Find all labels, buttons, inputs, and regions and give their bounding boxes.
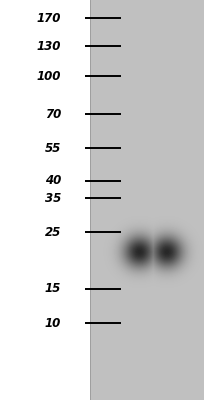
Text: 25: 25 [45,226,61,238]
Bar [0,0,90,400]
Text: 130: 130 [37,40,61,52]
Text: 70: 70 [45,108,61,120]
Bar [90,0,204,400]
Text: 10: 10 [45,317,61,330]
Text: 100: 100 [37,70,61,82]
Text: 35: 35 [45,192,61,204]
Text: 55: 55 [45,142,61,154]
Bar [0,0,90,400]
Text: 170: 170 [37,12,61,24]
Text: 40: 40 [45,174,61,187]
Text: 15: 15 [45,282,61,295]
